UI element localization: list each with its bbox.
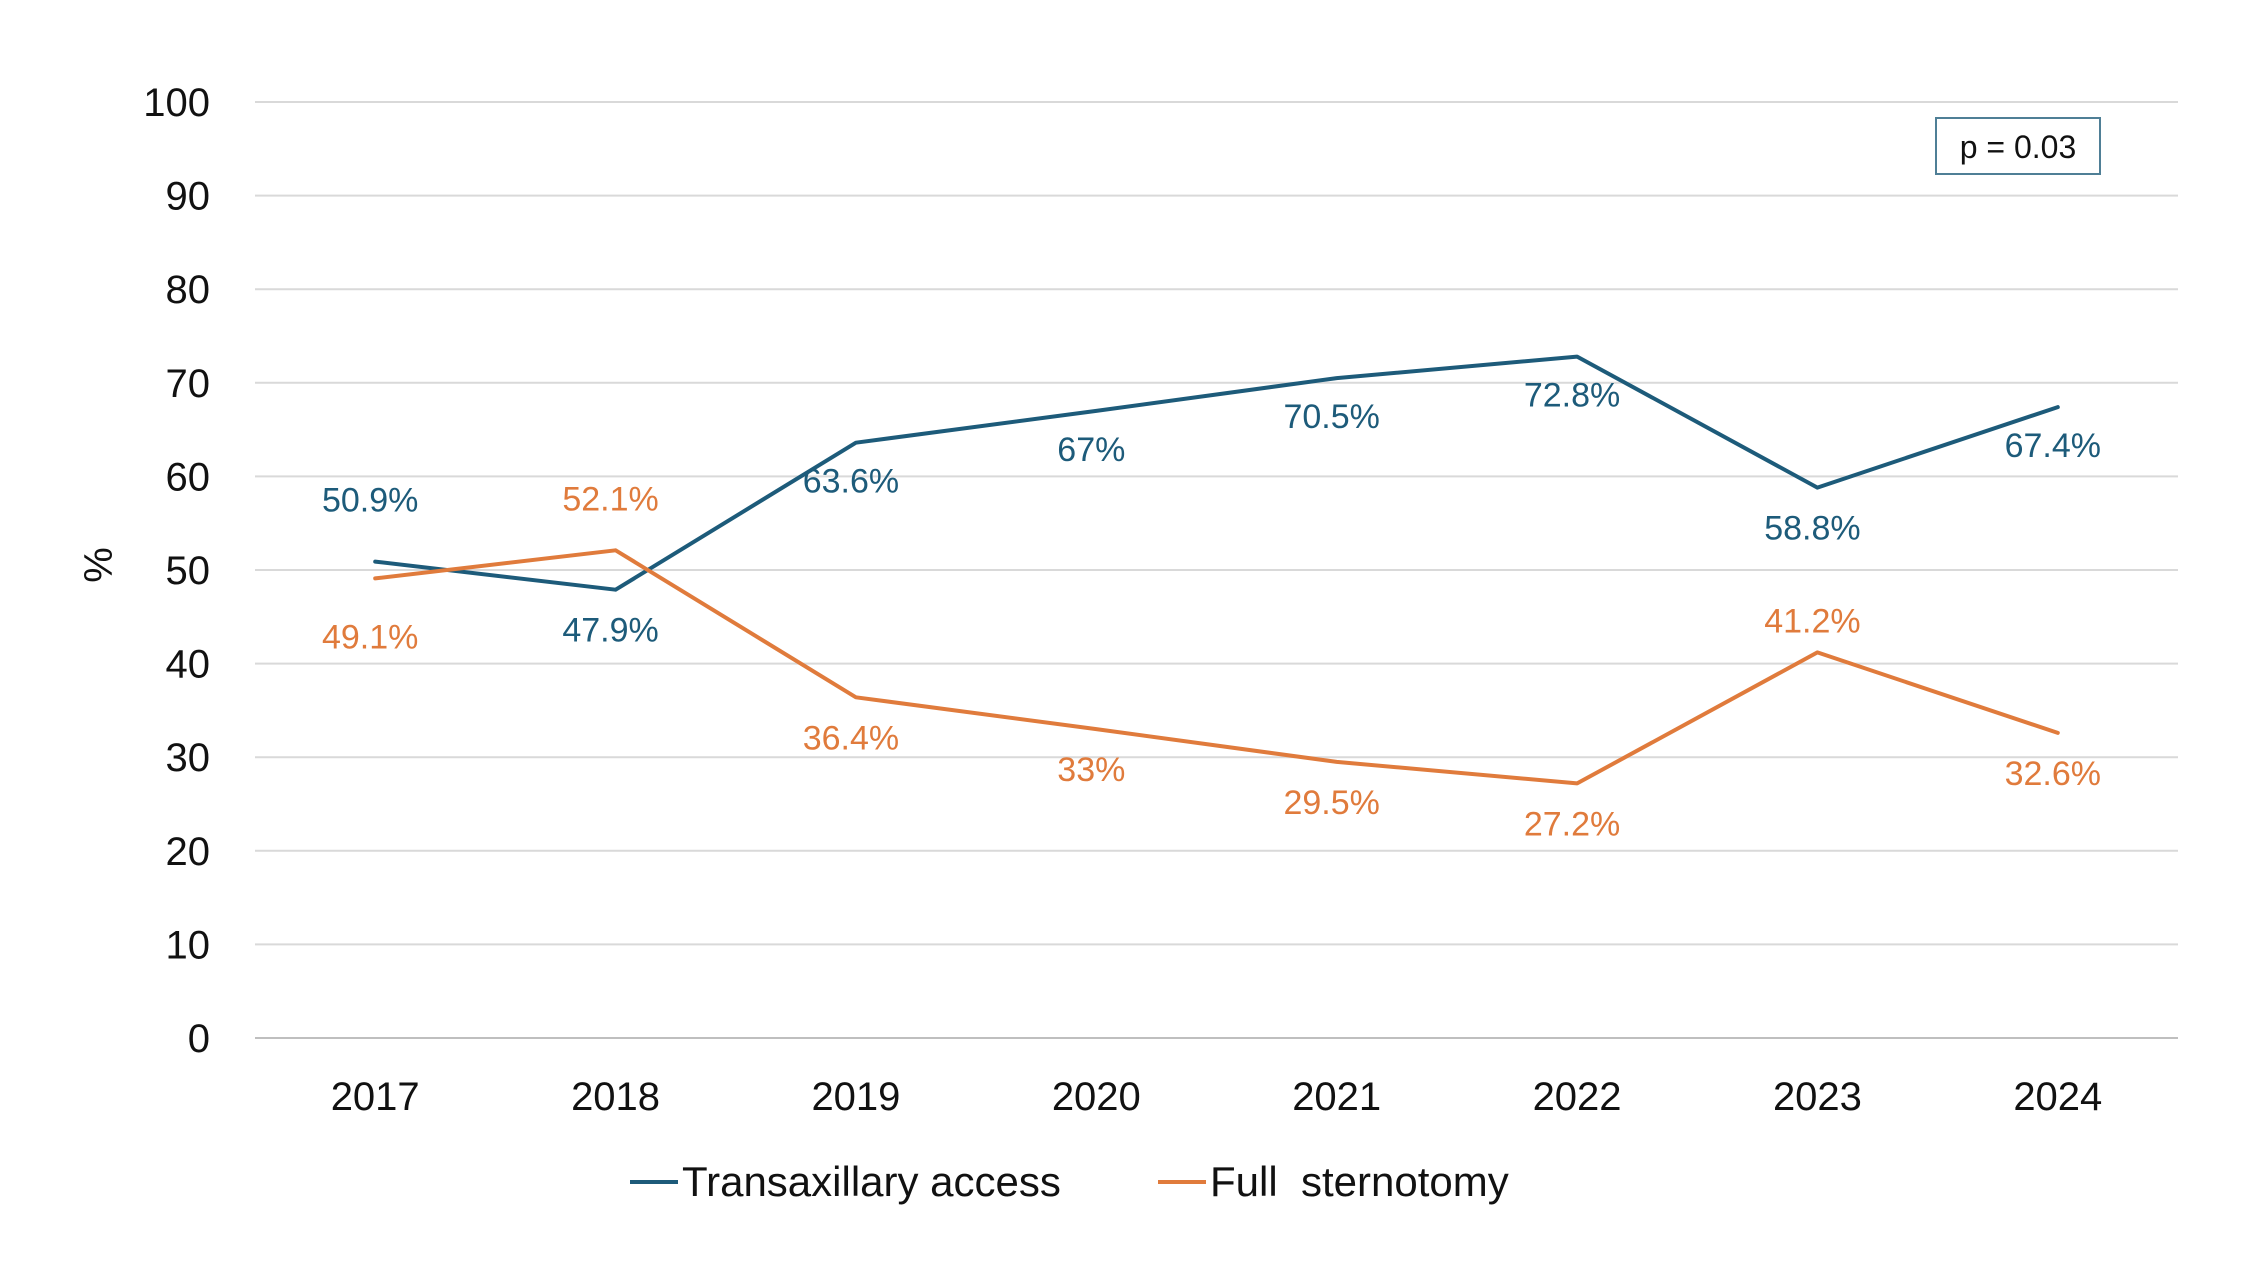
data-label: 70.5% (1283, 398, 1379, 436)
data-label: 29.5% (1283, 784, 1379, 822)
y-tick-label: 10 (166, 923, 211, 967)
y-tick-label: 100 (143, 81, 210, 125)
y-tick-label: 40 (166, 643, 211, 687)
x-tick-label: 2021 (1292, 1075, 1381, 1119)
legend-label: Full sternotomy (1210, 1158, 1509, 1205)
y-tick-label: 50 (166, 549, 211, 593)
x-tick-label: 2024 (2013, 1075, 2102, 1119)
data-labels: 50.9% 47.9% 63.6% 67% 70.5% 72.8% 58.8% 67.4% 49… (322, 377, 2101, 844)
data-label: 72.8% (1524, 377, 1620, 415)
data-label: 41.2% (1764, 602, 1860, 640)
p-value-annotation: p = 0.03 (1935, 117, 2101, 175)
data-label: 47.9% (562, 612, 658, 650)
legend-label: Transaxillary access (682, 1158, 1061, 1205)
gridlines (255, 101, 2178, 1039)
data-label: 32.6% (2005, 755, 2101, 793)
series-line-0 (373, 354, 2060, 592)
y-axis-label: % (77, 547, 121, 583)
data-label: 33% (1057, 751, 1125, 789)
x-tick-label: 2017 (331, 1075, 420, 1119)
y-tick-label: 70 (166, 362, 211, 406)
data-label: 50.9% (322, 482, 418, 520)
y-tick-label: 90 (166, 175, 211, 219)
data-label: 36.4% (803, 719, 899, 757)
series-line-1 (373, 548, 2060, 786)
x-axis-ticks: 2017 2018 2019 2020 2021 2022 2023 2024 (331, 1075, 2103, 1119)
p-value-text: p = 0.03 (1960, 129, 2077, 165)
x-tick-label: 2022 (1533, 1075, 1622, 1119)
legend: Transaxillary access Full sternotomy (630, 1158, 1509, 1205)
data-label: 52.1% (562, 480, 658, 518)
y-tick-label: 80 (166, 268, 211, 312)
data-label: 27.2% (1524, 805, 1620, 843)
p-value-box (1935, 117, 2101, 175)
x-tick-label: 2018 (571, 1075, 660, 1119)
data-label: 67% (1057, 431, 1125, 469)
data-label: 58.8% (1764, 510, 1860, 548)
y-tick-label: 30 (166, 736, 211, 780)
data-label: 67.4% (2005, 427, 2101, 465)
series-lines (373, 354, 2060, 786)
y-tick-label: 60 (166, 455, 211, 499)
x-tick-label: 2019 (811, 1075, 900, 1119)
data-label: 49.1% (322, 618, 418, 656)
y-tick-label: 20 (166, 830, 211, 874)
y-axis-ticks: 0 10 20 30 40 50 60 70 80 90 100 (143, 81, 210, 1061)
x-tick-label: 2023 (1773, 1075, 1862, 1119)
y-tick-label: 0 (188, 1017, 210, 1061)
x-tick-label: 2020 (1052, 1075, 1141, 1119)
data-label: 63.6% (803, 463, 899, 501)
